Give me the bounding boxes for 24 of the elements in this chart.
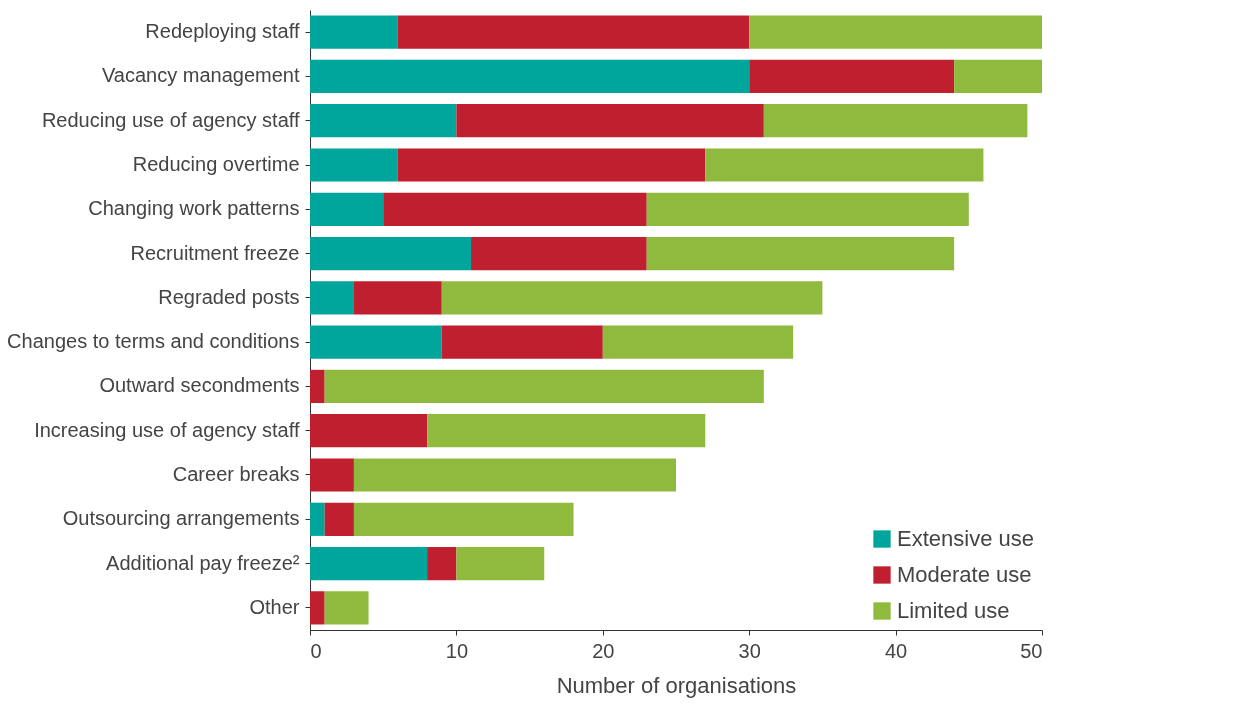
y-tick-label: Changes to terms and conditions bbox=[7, 330, 300, 353]
y-tick-label: Career breaks bbox=[172, 463, 300, 485]
y-tick-label: Reducing overtime bbox=[132, 153, 300, 175]
legend-label: Moderate use bbox=[897, 562, 1032, 587]
legend-label: Limited use bbox=[897, 598, 1010, 623]
y-tick-label: Additional pay freeze² bbox=[106, 551, 300, 574]
x-tick-label: 50 bbox=[1020, 639, 1043, 662]
y-tick-label: Recruitment freeze bbox=[130, 241, 300, 264]
x-tick-label: 40 bbox=[884, 639, 908, 662]
x-tick-label: 20 bbox=[592, 639, 615, 662]
legend-label: Extensive use bbox=[897, 526, 1034, 551]
y-tick-label: Outsourcing arrangements bbox=[62, 507, 300, 530]
y-tick-label: Increasing use of agency staff bbox=[34, 418, 300, 441]
y-tick-label: Other bbox=[249, 595, 300, 618]
x-tick-label: 30 bbox=[738, 639, 761, 662]
x-tick-label: 10 bbox=[445, 639, 469, 662]
y-tick-label: Redeploying staff bbox=[145, 20, 300, 43]
y-tick-label: Outward secondments bbox=[99, 374, 300, 397]
y-tick-label: Regraded posts bbox=[158, 285, 300, 308]
y-tick-label: Changing work patterns bbox=[88, 197, 300, 220]
y-tick-label: Reducing use of agency staff bbox=[41, 108, 300, 131]
x-tick-label: 0 bbox=[310, 639, 322, 662]
y-tick-label: Vacancy management bbox=[101, 64, 300, 87]
x-axis-title: Number of organisations bbox=[556, 672, 797, 698]
